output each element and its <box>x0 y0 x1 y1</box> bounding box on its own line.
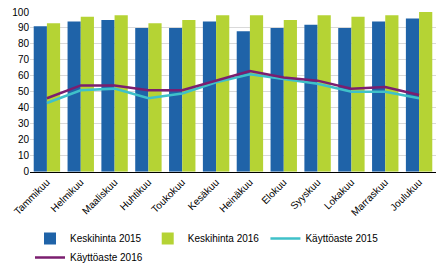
svg-text:Tammikuu: Tammikuu <box>12 177 52 217</box>
svg-text:Kesäkuu: Kesäkuu <box>186 177 221 212</box>
svg-text:Marraskuu: Marraskuu <box>349 177 390 218</box>
svg-text:10: 10 <box>18 150 30 161</box>
svg-text:Toukokuu: Toukokuu <box>149 177 187 215</box>
svg-text:Käyttöaste 2016: Käyttöaste 2016 <box>70 252 143 263</box>
svg-text:90: 90 <box>18 22 30 33</box>
svg-text:Lokakuu: Lokakuu <box>322 177 357 212</box>
svg-text:Joulukuu: Joulukuu <box>388 177 424 213</box>
svg-text:20: 20 <box>18 134 30 145</box>
svg-text:Syyskuu: Syyskuu <box>288 177 323 212</box>
svg-text:Keskihinta 2016: Keskihinta 2016 <box>188 233 260 244</box>
svg-text:60: 60 <box>18 70 30 81</box>
svg-text:Maaliskuu: Maaliskuu <box>80 177 120 217</box>
svg-text:50: 50 <box>18 86 30 97</box>
svg-text:0: 0 <box>23 166 29 177</box>
svg-text:Huhtikuu: Huhtikuu <box>118 177 154 213</box>
svg-text:Helmikuu: Helmikuu <box>48 177 85 214</box>
svg-text:80: 80 <box>18 38 30 49</box>
svg-text:Elokuu: Elokuu <box>259 177 288 206</box>
svg-text:Keskihinta 2015: Keskihinta 2015 <box>70 233 142 244</box>
svg-text:40: 40 <box>18 102 30 113</box>
svg-text:Heinäkuu: Heinäkuu <box>217 177 255 215</box>
svg-text:30: 30 <box>18 118 30 129</box>
svg-text:100: 100 <box>12 7 29 18</box>
svg-text:70: 70 <box>18 54 30 65</box>
svg-text:Käyttöaste 2015: Käyttöaste 2015 <box>305 233 378 244</box>
